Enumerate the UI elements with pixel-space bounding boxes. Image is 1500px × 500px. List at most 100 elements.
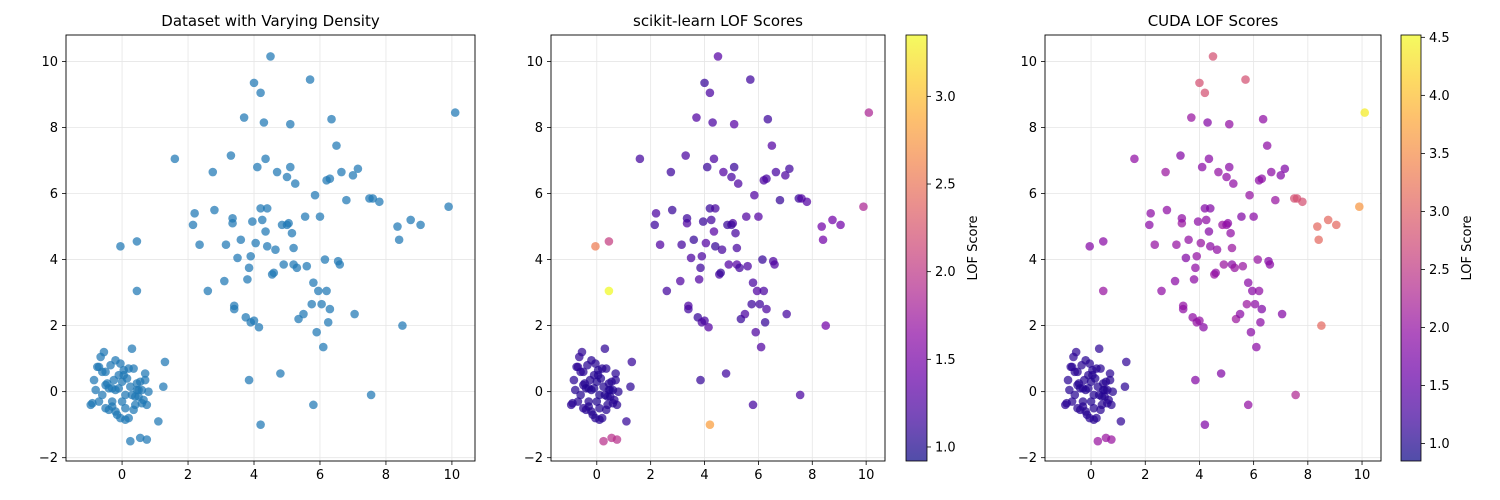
data-point	[760, 318, 770, 327]
x-tick-label: 6	[1250, 468, 1258, 483]
data-point	[129, 405, 138, 415]
data-point	[1098, 286, 1108, 296]
data-point	[1222, 172, 1231, 182]
data-point	[759, 286, 769, 296]
data-point	[1078, 384, 1088, 393]
data-point	[1331, 220, 1341, 230]
data-point	[116, 359, 125, 368]
data-point	[828, 215, 837, 225]
data-point	[1195, 78, 1204, 88]
data-point	[702, 162, 712, 172]
y-tick-label: −2	[524, 451, 543, 466]
data-point	[117, 377, 127, 387]
data-point	[759, 176, 769, 185]
x-tick-label: 2	[1141, 468, 1149, 483]
data-point	[746, 75, 755, 84]
data-point	[1067, 362, 1077, 372]
data-point	[289, 243, 298, 253]
data-point	[591, 242, 600, 251]
data-point	[126, 382, 135, 391]
data-point	[236, 235, 246, 245]
y-tick-label: 6	[535, 187, 543, 202]
data-point	[752, 286, 762, 296]
data-point	[140, 375, 150, 385]
y-tick-label: 2	[50, 319, 58, 334]
data-point	[159, 382, 168, 391]
data-point	[228, 213, 237, 223]
data-point	[251, 238, 260, 248]
y-tick-label: 8	[50, 121, 58, 136]
data-point	[608, 398, 618, 408]
y-tick-label: 0	[50, 385, 58, 400]
y-tick-label: −2	[39, 451, 58, 466]
data-point	[782, 309, 791, 319]
data-point	[1081, 407, 1090, 416]
data-point	[1098, 237, 1108, 246]
data-point	[1098, 385, 1108, 395]
data-point	[1242, 299, 1252, 309]
data-point	[290, 179, 300, 188]
data-point	[1105, 375, 1115, 385]
data-point	[256, 420, 265, 429]
data-point	[132, 385, 142, 395]
data-point	[1241, 75, 1250, 84]
data-point	[335, 260, 345, 269]
data-point	[1116, 417, 1126, 426]
data-point	[1065, 385, 1074, 395]
data-point	[119, 365, 129, 375]
data-point	[1196, 238, 1206, 248]
data-point	[1120, 382, 1130, 391]
data-point	[748, 400, 758, 410]
data-point	[706, 215, 716, 225]
data-point	[697, 251, 707, 261]
data-point	[248, 217, 257, 226]
x-tick-label: 10	[444, 468, 461, 483]
data-point	[244, 375, 254, 385]
data-point	[756, 342, 766, 352]
data-point	[1191, 375, 1200, 385]
data-point	[366, 390, 376, 400]
data-point	[719, 167, 728, 177]
y-tick-label: 6	[50, 187, 58, 202]
data-point	[1181, 253, 1191, 263]
data-point	[818, 235, 828, 245]
data-point	[221, 240, 231, 249]
data-point	[1250, 299, 1260, 309]
panel-1: 0 2 4 6 8 10 −2 0 2 4 6 8 10 Dataset with Varying Den…	[39, 12, 476, 483]
y-tick-label: 0	[1029, 385, 1037, 400]
data-point	[604, 237, 614, 246]
data-point	[1105, 369, 1115, 378]
colorbar-tick-label: 3.0	[935, 90, 956, 105]
data-point	[797, 194, 806, 203]
data-point	[266, 52, 275, 61]
data-point	[111, 407, 120, 416]
data-point	[320, 255, 330, 264]
data-point	[1230, 263, 1239, 273]
data-point	[107, 384, 117, 393]
data-point	[317, 299, 326, 309]
data-point	[208, 167, 218, 177]
data-point	[1205, 242, 1215, 251]
x-tick-label: 0	[118, 468, 126, 483]
data-point	[322, 176, 331, 185]
data-point	[394, 235, 404, 245]
data-point	[450, 108, 460, 117]
data-point	[698, 217, 708, 226]
y-tick-label: 10	[41, 55, 58, 70]
data-point	[127, 344, 137, 354]
colorbar	[1401, 35, 1421, 461]
data-point	[758, 255, 767, 264]
data-point	[708, 118, 717, 127]
data-point	[132, 237, 142, 246]
data-point	[696, 375, 705, 385]
data-point	[1211, 268, 1221, 278]
data-point	[591, 359, 600, 368]
y-tick-label: 8	[1029, 121, 1037, 136]
x-tick-label: 10	[858, 468, 875, 483]
colorbar-frame	[905, 34, 928, 462]
colorbar-tick-label: 2.0	[935, 265, 956, 280]
data-point	[1067, 397, 1077, 406]
data-point	[1145, 220, 1154, 230]
data-point	[368, 194, 378, 203]
colorbar-label: LOF Score	[1460, 215, 1475, 280]
